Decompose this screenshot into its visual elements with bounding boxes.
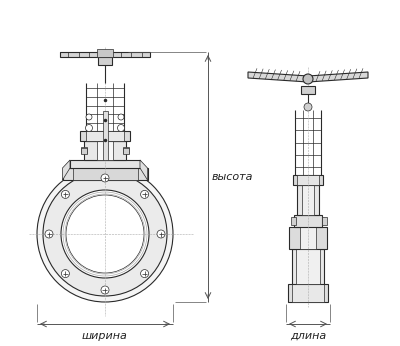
Polygon shape — [248, 72, 308, 82]
Bar — [297, 185, 319, 215]
Bar — [80, 131, 130, 141]
Circle shape — [303, 74, 313, 84]
Polygon shape — [62, 160, 70, 180]
Bar — [288, 284, 328, 302]
Circle shape — [304, 103, 312, 111]
Bar — [81, 147, 87, 153]
Circle shape — [61, 190, 149, 278]
Bar — [300, 227, 316, 249]
Circle shape — [101, 174, 109, 182]
Text: высота: высота — [212, 172, 254, 182]
Bar — [302, 185, 314, 215]
Bar — [301, 86, 315, 94]
Circle shape — [118, 125, 124, 131]
Bar — [70, 160, 140, 168]
Bar — [296, 249, 320, 284]
Bar — [62, 168, 148, 180]
Bar — [293, 175, 323, 185]
Bar — [81, 148, 87, 154]
Text: длина: длина — [290, 331, 326, 341]
Circle shape — [37, 166, 173, 302]
Bar — [98, 57, 112, 65]
Bar — [292, 284, 324, 302]
Bar — [322, 217, 327, 225]
Circle shape — [86, 114, 92, 120]
Circle shape — [86, 125, 92, 131]
Circle shape — [157, 230, 165, 238]
Polygon shape — [308, 72, 368, 82]
Circle shape — [62, 270, 70, 277]
Bar — [292, 249, 324, 284]
Bar — [294, 215, 322, 227]
Bar — [97, 49, 113, 57]
Circle shape — [62, 190, 70, 198]
Bar — [123, 147, 129, 153]
Bar — [72, 168, 138, 180]
Bar — [291, 217, 296, 225]
Circle shape — [101, 286, 109, 294]
Circle shape — [140, 270, 148, 277]
Circle shape — [43, 172, 167, 296]
Bar — [123, 148, 129, 154]
Circle shape — [45, 230, 53, 238]
Bar — [289, 227, 327, 249]
Bar — [97, 141, 113, 160]
Circle shape — [118, 114, 124, 120]
Bar — [86, 131, 124, 141]
Text: ширина: ширина — [82, 331, 128, 341]
Circle shape — [140, 190, 148, 198]
Bar — [297, 175, 319, 185]
Polygon shape — [140, 160, 148, 180]
Bar — [84, 141, 126, 160]
Bar — [102, 111, 108, 160]
Bar — [60, 52, 150, 57]
